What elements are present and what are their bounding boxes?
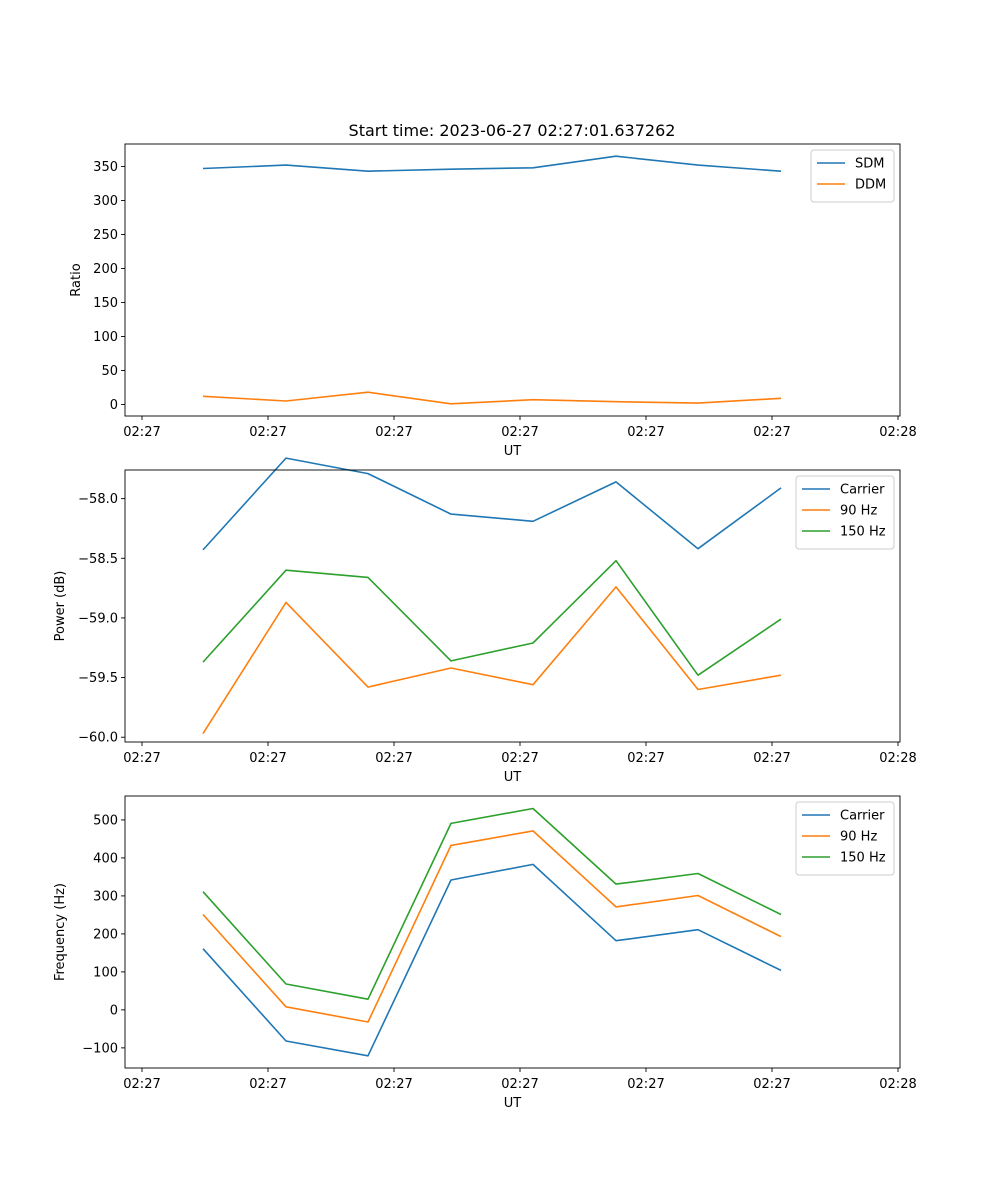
series-line-150-hz	[202, 559, 782, 677]
x-tick-label: 02:27	[753, 425, 790, 440]
series-line-ddm	[202, 391, 782, 405]
legend-label: 150 Hz	[840, 525, 886, 540]
x-axis-label: UT	[504, 770, 522, 785]
legend: Carrier 90 Hz 150 Hz	[795, 475, 895, 550]
y-tick-label: 0	[110, 398, 118, 413]
y-tick-label: −100	[82, 1041, 118, 1056]
x-tick-label: 02:27	[123, 751, 160, 766]
y-tick-label: −58.5	[78, 552, 118, 567]
x-tick-label: 02:27	[375, 1077, 412, 1092]
y-tick-label: −60.0	[78, 731, 118, 746]
x-tick-label: 02:27	[375, 751, 412, 766]
y-tick-label: 0	[110, 1003, 118, 1018]
plot-frame	[124, 795, 901, 1069]
y-tick-label: 200	[93, 262, 118, 277]
x-tick-label: 02:27	[753, 1077, 790, 1092]
x-tick-label: 02:28	[879, 425, 916, 440]
legend-label: 90 Hz	[840, 830, 877, 845]
legend: SDM DDM	[810, 149, 895, 203]
x-tick-label: 02:27	[123, 425, 160, 440]
y-tick-label: 100	[93, 965, 118, 980]
legend-label: DDM	[855, 178, 886, 193]
y-tick-label: 350	[93, 160, 118, 175]
legend-label: 150 Hz	[840, 851, 886, 866]
figure-title: Start time: 2023-06-27 02:27:01.637262	[349, 121, 676, 140]
plot-frame	[124, 469, 901, 743]
y-tick-label: 50	[101, 364, 118, 379]
legend-label: SDM	[855, 157, 884, 172]
y-tick-label: 300	[93, 194, 118, 209]
plot-frame	[124, 143, 901, 417]
series-line-90-hz	[202, 586, 782, 735]
x-tick-label: 02:27	[753, 751, 790, 766]
x-tick-label: 02:27	[249, 1077, 286, 1092]
series-line-150-hz	[202, 807, 782, 1001]
legend-label: Carrier	[840, 483, 885, 498]
y-tick-label: 300	[93, 889, 118, 904]
x-tick-label: 02:27	[627, 751, 664, 766]
x-axis-label: UT	[504, 444, 522, 459]
x-tick-label: 02:27	[249, 425, 286, 440]
y-tick-label: −58.0	[78, 492, 118, 507]
x-tick-label: 02:27	[249, 751, 286, 766]
y-tick-label: −59.0	[78, 611, 118, 626]
y-axis-label: Power (dB)	[53, 571, 68, 642]
y-tick-label: 250	[93, 228, 118, 243]
y-tick-label: 400	[93, 851, 118, 866]
panels: 02:27 02:27 02:27 02:27 02:27 02:27 02:28 0 50 10…	[53, 143, 917, 1111]
legend-label: 90 Hz	[840, 504, 877, 519]
x-tick-label: 02:27	[375, 425, 412, 440]
y-tick-label: 100	[93, 330, 118, 345]
panel-1: 02:27 02:27 02:27 02:27 02:27 02:27 02:28 0 50 10…	[69, 143, 917, 459]
y-tick-label: −59.5	[78, 671, 118, 686]
x-tick-label: 02:27	[123, 1077, 160, 1092]
x-tick-label: 02:27	[501, 751, 538, 766]
x-tick-label: 02:27	[501, 1077, 538, 1092]
x-tick-label: 02:28	[879, 751, 916, 766]
x-tick-label: 02:27	[627, 1077, 664, 1092]
x-axis-label: UT	[504, 1096, 522, 1111]
y-axis-label: Ratio	[69, 263, 84, 296]
x-tick-label: 02:27	[627, 425, 664, 440]
series-line-carrier	[202, 863, 782, 1057]
y-axis-label: Frequency (Hz)	[53, 883, 68, 981]
panel-2: 02:27 02:27 02:27 02:27 02:27 02:27 02:28 −60.0…	[53, 457, 917, 785]
series-line-carrier	[202, 457, 782, 551]
legend-label: Carrier	[840, 809, 885, 824]
panel-3: 02:27 02:27 02:27 02:27 02:27 02:27 02:28 −100 0…	[53, 795, 917, 1111]
x-tick-label: 02:28	[879, 1077, 916, 1092]
y-tick-label: 200	[93, 927, 118, 942]
y-tick-label: 150	[93, 296, 118, 311]
y-tick-label: 500	[93, 813, 118, 828]
series-line-sdm	[202, 155, 782, 172]
legend: Carrier 90 Hz 150 Hz	[795, 801, 895, 876]
series-line-90-hz	[202, 830, 782, 1023]
x-tick-label: 02:27	[501, 425, 538, 440]
